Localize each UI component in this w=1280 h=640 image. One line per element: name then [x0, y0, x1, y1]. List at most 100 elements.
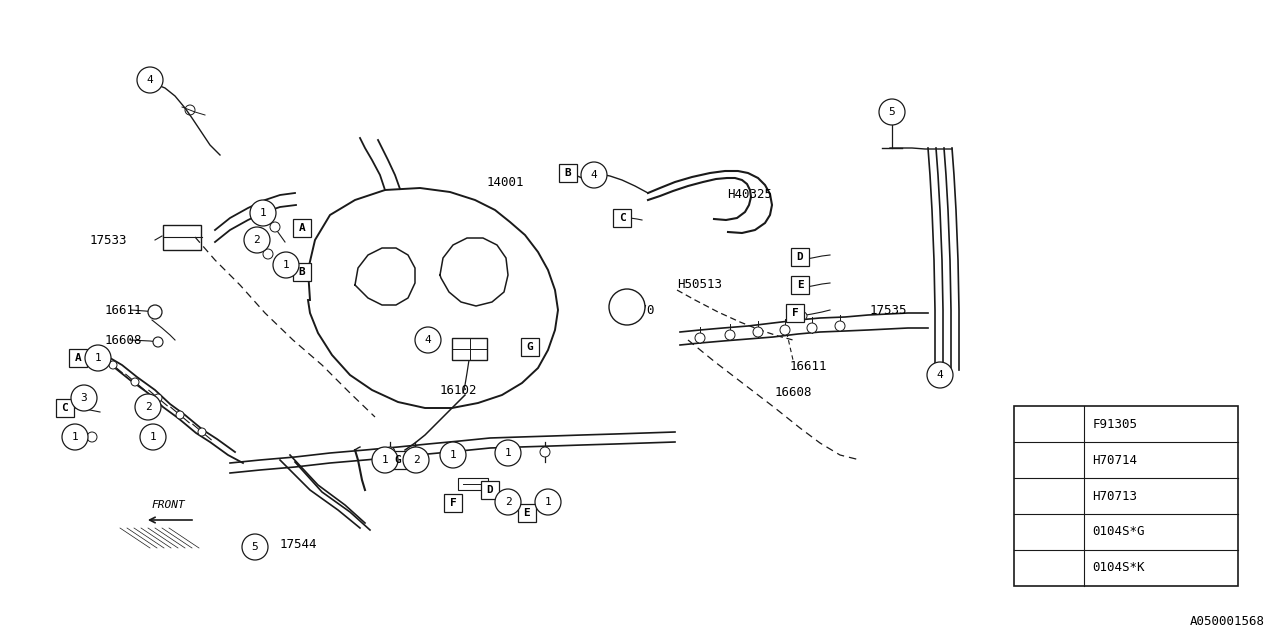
- Text: 3: 3: [1046, 491, 1052, 501]
- Circle shape: [535, 489, 561, 515]
- Circle shape: [695, 333, 705, 343]
- Text: 1: 1: [449, 450, 457, 460]
- Text: 22670: 22670: [617, 303, 654, 317]
- Circle shape: [61, 424, 88, 450]
- Circle shape: [291, 264, 300, 272]
- Text: 0104S*K: 0104S*K: [1092, 561, 1144, 574]
- Circle shape: [445, 447, 454, 457]
- Circle shape: [506, 447, 515, 457]
- Circle shape: [927, 362, 954, 388]
- FancyBboxPatch shape: [481, 481, 499, 499]
- FancyBboxPatch shape: [559, 164, 577, 182]
- Text: C: C: [61, 403, 68, 413]
- Text: 2: 2: [1046, 455, 1052, 465]
- Text: 17535: 17535: [870, 303, 908, 317]
- FancyBboxPatch shape: [56, 399, 74, 417]
- Circle shape: [154, 337, 163, 347]
- Text: 16611: 16611: [790, 360, 827, 374]
- Circle shape: [1037, 448, 1061, 472]
- Circle shape: [273, 252, 300, 278]
- Text: 4: 4: [937, 370, 943, 380]
- Text: 1: 1: [1046, 419, 1052, 429]
- Circle shape: [415, 327, 442, 353]
- Text: 4: 4: [1046, 527, 1052, 537]
- FancyBboxPatch shape: [293, 263, 311, 281]
- Text: 3: 3: [81, 393, 87, 403]
- Text: 4: 4: [590, 170, 598, 180]
- Circle shape: [154, 394, 163, 402]
- FancyBboxPatch shape: [786, 304, 804, 322]
- Text: B: B: [298, 267, 306, 277]
- Circle shape: [780, 325, 790, 335]
- Circle shape: [198, 428, 206, 436]
- FancyBboxPatch shape: [69, 349, 87, 367]
- Circle shape: [145, 428, 155, 438]
- Circle shape: [799, 256, 806, 264]
- Circle shape: [540, 447, 550, 457]
- Text: 17544: 17544: [280, 538, 317, 552]
- Text: A050001568: A050001568: [1190, 615, 1265, 628]
- Circle shape: [1037, 556, 1061, 580]
- Text: A: A: [298, 223, 306, 233]
- Text: 16611: 16611: [105, 303, 142, 317]
- Circle shape: [1037, 520, 1061, 544]
- Text: 2: 2: [145, 402, 151, 412]
- Circle shape: [148, 305, 163, 319]
- Circle shape: [109, 361, 116, 369]
- Text: 1: 1: [260, 208, 266, 218]
- Circle shape: [495, 489, 521, 515]
- Circle shape: [242, 534, 268, 560]
- Text: H40325: H40325: [727, 189, 772, 202]
- FancyBboxPatch shape: [458, 478, 488, 490]
- Circle shape: [495, 440, 521, 466]
- Text: F91305: F91305: [1092, 418, 1137, 431]
- FancyBboxPatch shape: [444, 494, 462, 512]
- Circle shape: [581, 162, 607, 188]
- Circle shape: [177, 411, 184, 419]
- Text: 2: 2: [504, 497, 512, 507]
- Text: 4: 4: [425, 335, 431, 345]
- Text: B: B: [564, 168, 571, 178]
- Circle shape: [567, 169, 577, 179]
- Circle shape: [84, 345, 111, 371]
- Text: 16102: 16102: [440, 383, 477, 397]
- Text: D: D: [796, 252, 804, 262]
- Text: 5: 5: [1046, 563, 1052, 573]
- Text: 5: 5: [252, 542, 259, 552]
- Text: 1: 1: [72, 432, 78, 442]
- Text: 1: 1: [381, 455, 388, 465]
- Text: E: E: [796, 280, 804, 290]
- Text: H70714: H70714: [1092, 454, 1137, 467]
- Circle shape: [753, 327, 763, 337]
- Text: H50513: H50513: [677, 278, 722, 291]
- Circle shape: [87, 432, 97, 442]
- Circle shape: [70, 385, 97, 411]
- Text: A: A: [74, 353, 82, 363]
- FancyBboxPatch shape: [452, 338, 486, 360]
- Circle shape: [131, 378, 140, 386]
- Text: E: E: [524, 508, 530, 518]
- Circle shape: [403, 447, 429, 473]
- Text: H70713: H70713: [1092, 490, 1137, 502]
- Circle shape: [372, 447, 398, 473]
- Text: 5: 5: [888, 107, 896, 117]
- Text: 16608: 16608: [774, 387, 813, 399]
- Text: 1: 1: [504, 448, 512, 458]
- Circle shape: [835, 321, 845, 331]
- Text: 2: 2: [253, 235, 260, 245]
- Circle shape: [879, 99, 905, 125]
- Circle shape: [250, 200, 276, 226]
- Circle shape: [440, 442, 466, 468]
- Text: F: F: [449, 498, 457, 508]
- FancyBboxPatch shape: [791, 248, 809, 266]
- Circle shape: [724, 330, 735, 340]
- Circle shape: [588, 167, 602, 181]
- Circle shape: [134, 394, 161, 420]
- Circle shape: [799, 312, 806, 320]
- Text: FRONT: FRONT: [151, 500, 184, 510]
- Circle shape: [609, 289, 645, 325]
- Text: G: G: [394, 455, 402, 465]
- Circle shape: [385, 447, 396, 457]
- Text: 1: 1: [544, 497, 552, 507]
- Text: G: G: [526, 342, 534, 352]
